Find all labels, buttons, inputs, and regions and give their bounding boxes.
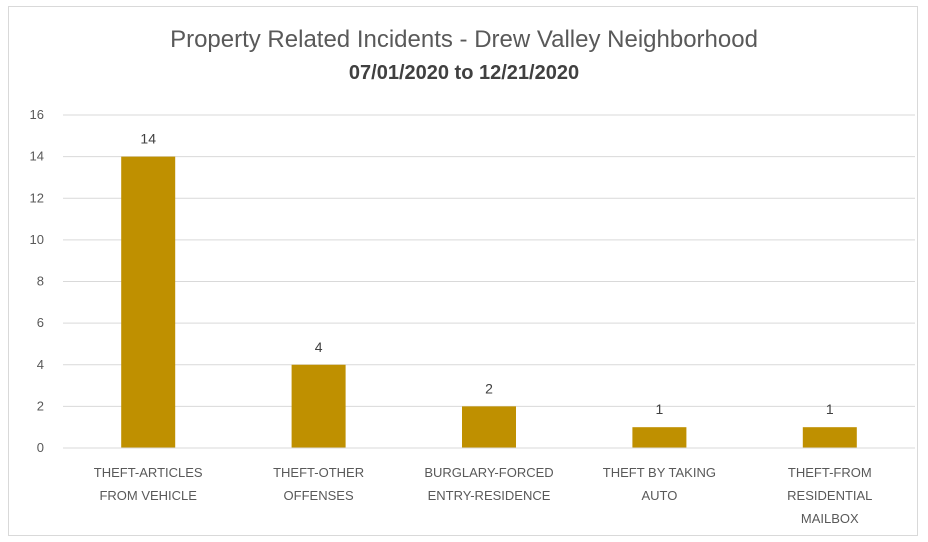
- y-tick-label: 4: [37, 357, 44, 372]
- x-tick-label: THEFT-ARTICLES: [94, 465, 203, 480]
- bar: [462, 406, 516, 448]
- x-tick-label: MAILBOX: [801, 511, 859, 526]
- y-tick-label: 12: [30, 190, 44, 205]
- data-label: 2: [485, 380, 493, 396]
- y-tick-label: 10: [30, 232, 44, 247]
- bar: [632, 427, 687, 448]
- y-tick-label: 8: [37, 274, 44, 289]
- bar: [291, 364, 346, 448]
- y-tick-label: 6: [37, 315, 44, 330]
- y-tick-label: 16: [30, 107, 44, 122]
- x-tick-label: ENTRY-RESIDENCE: [428, 488, 551, 503]
- chart-subtitle: 07/01/2020 to 12/21/2020: [348, 62, 580, 84]
- x-tick-label: RESIDENTIAL: [787, 488, 872, 503]
- y-tick-label: 14: [30, 149, 44, 164]
- bar: [121, 156, 176, 448]
- x-tick-label: AUTO: [641, 488, 677, 503]
- x-tick-label: THEFT BY TAKING: [603, 465, 716, 480]
- data-label: 14: [140, 131, 156, 147]
- data-label: 1: [656, 401, 664, 417]
- data-label: 4: [315, 339, 323, 355]
- data-label: 1: [826, 401, 834, 417]
- y-tick-label: 0: [37, 440, 44, 455]
- y-tick-label: 2: [37, 398, 44, 413]
- x-tick-label: FROM VEHICLE: [99, 488, 197, 503]
- x-tick-label: THEFT-OTHER: [273, 465, 364, 480]
- bar: [802, 427, 857, 448]
- x-tick-label: BURGLARY-FORCED: [424, 465, 553, 480]
- x-tick-label: OFFENSES: [284, 488, 354, 503]
- x-tick-label: THEFT-FROM: [788, 465, 872, 480]
- chart-title: Property Related Incidents - Drew Valley…: [170, 26, 758, 53]
